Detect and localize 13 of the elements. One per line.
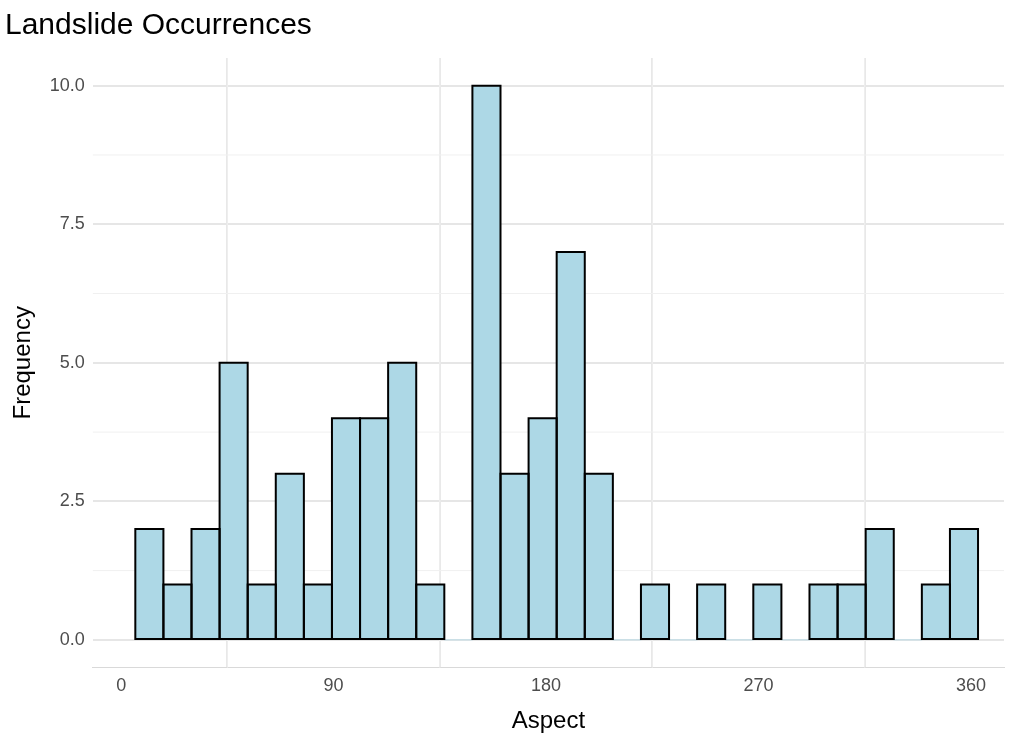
y-axis-title: Frequency (8, 306, 36, 420)
y-tick-label: 0.0 (59, 628, 85, 649)
y-tick-label: 7.5 (59, 213, 85, 234)
y-tick-label: 2.5 (59, 490, 85, 511)
x-tick-label: 360 (955, 675, 986, 696)
x-tick-label: 180 (531, 675, 562, 696)
y-tick-label: 5.0 (59, 351, 85, 372)
x-axis-title: Aspect (511, 706, 586, 734)
x-tick-label: 90 (323, 675, 344, 696)
x-tick-label: 270 (743, 675, 774, 696)
x-tick-label: 0 (116, 675, 127, 696)
y-tick-label: 10.0 (49, 74, 85, 95)
chart-title: Landslide Occurrences (5, 7, 312, 41)
